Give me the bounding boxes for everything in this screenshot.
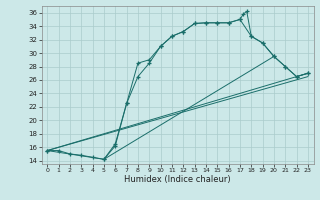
X-axis label: Humidex (Indice chaleur): Humidex (Indice chaleur)	[124, 175, 231, 184]
